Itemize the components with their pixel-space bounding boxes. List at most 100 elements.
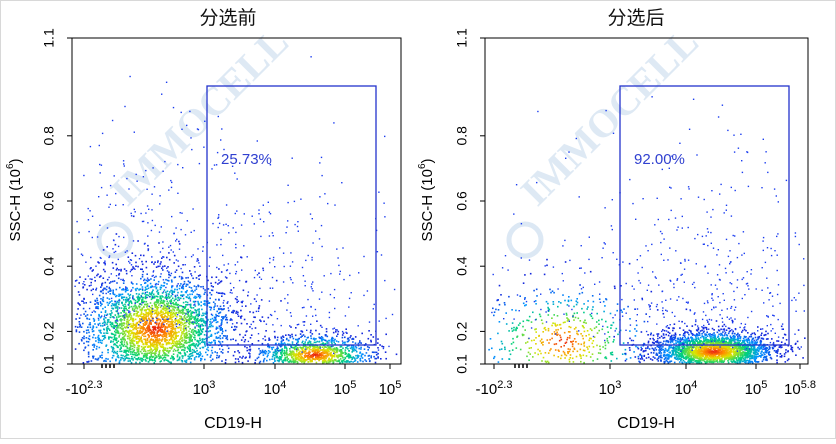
data-point — [569, 260, 570, 261]
data-point — [214, 351, 216, 353]
data-point — [508, 296, 510, 298]
data-point — [145, 212, 146, 213]
data-point — [513, 329, 515, 331]
data-point — [129, 76, 130, 77]
data-point — [137, 322, 139, 324]
data-point — [585, 335, 587, 337]
data-point — [204, 359, 206, 361]
data-point — [112, 262, 114, 264]
data-point — [345, 332, 346, 333]
data-point — [100, 342, 102, 344]
data-point — [189, 294, 191, 296]
data-point — [607, 340, 609, 342]
data-point — [334, 328, 335, 329]
data-point — [153, 346, 155, 348]
data-point — [586, 346, 588, 348]
data-point — [198, 302, 200, 304]
data-point — [117, 306, 119, 308]
data-point — [173, 233, 174, 234]
data-point — [74, 286, 75, 287]
data-point — [580, 349, 582, 351]
data-point — [213, 309, 215, 311]
data-point — [176, 239, 177, 240]
data-point — [345, 347, 347, 349]
data-point — [149, 359, 151, 361]
data-point — [623, 342, 625, 344]
data-point — [194, 339, 196, 341]
data-point — [286, 349, 288, 351]
data-point — [281, 349, 283, 351]
data-point — [146, 297, 147, 298]
data-point — [314, 342, 316, 344]
data-point — [319, 333, 321, 335]
data-point — [116, 289, 118, 291]
data-point — [340, 271, 341, 272]
data-point — [191, 149, 192, 150]
data-point — [167, 266, 169, 268]
data-point — [125, 291, 127, 293]
data-point — [167, 301, 169, 303]
data-point — [187, 277, 189, 279]
data-point — [112, 308, 114, 310]
data-point — [378, 349, 379, 350]
data-point — [155, 344, 157, 346]
data-point — [185, 319, 187, 321]
data-point — [173, 350, 175, 352]
data-point — [236, 326, 238, 328]
data-point — [185, 333, 187, 335]
data-point — [540, 294, 541, 295]
data-point — [173, 343, 175, 345]
data-point — [311, 356, 313, 358]
data-point — [588, 259, 589, 260]
data-point — [338, 265, 339, 266]
data-point — [291, 357, 293, 359]
data-point — [138, 324, 139, 325]
data-point — [98, 303, 100, 305]
data-point — [502, 267, 503, 268]
data-point — [347, 346, 349, 348]
data-point — [191, 317, 193, 319]
data-point — [130, 294, 132, 296]
data-point — [307, 337, 309, 339]
data-point — [135, 362, 137, 364]
data-point — [135, 255, 137, 257]
data-point — [304, 336, 306, 338]
data-point — [338, 341, 340, 343]
data-point — [216, 292, 217, 293]
data-point — [154, 358, 156, 360]
data-point — [169, 361, 171, 363]
data-point — [308, 361, 310, 363]
data-point — [186, 316, 188, 318]
data-point — [265, 330, 267, 332]
data-point — [367, 349, 369, 351]
data-point — [94, 323, 96, 325]
data-point — [232, 323, 233, 324]
data-point — [528, 320, 530, 322]
data-point — [173, 353, 175, 355]
data-point — [147, 222, 148, 223]
data-point — [209, 265, 210, 266]
data-point — [343, 332, 345, 334]
data-point — [269, 212, 270, 213]
data-point — [143, 280, 144, 281]
data-point — [127, 289, 129, 291]
data-point — [507, 269, 508, 270]
data-point — [501, 341, 503, 343]
data-point — [111, 323, 113, 325]
data-point — [115, 329, 117, 331]
data-point — [171, 319, 173, 321]
data-point — [516, 184, 517, 185]
data-point — [602, 248, 603, 249]
data-point — [179, 341, 181, 343]
data-point — [297, 324, 298, 325]
data-point — [159, 295, 161, 297]
data-point — [219, 325, 220, 326]
data-point — [121, 303, 123, 305]
data-point — [225, 335, 227, 337]
data-point — [196, 286, 198, 288]
data-point — [152, 276, 153, 277]
data-point — [142, 331, 144, 333]
data-point — [104, 288, 106, 290]
data-point — [95, 311, 97, 313]
data-point — [83, 336, 85, 338]
